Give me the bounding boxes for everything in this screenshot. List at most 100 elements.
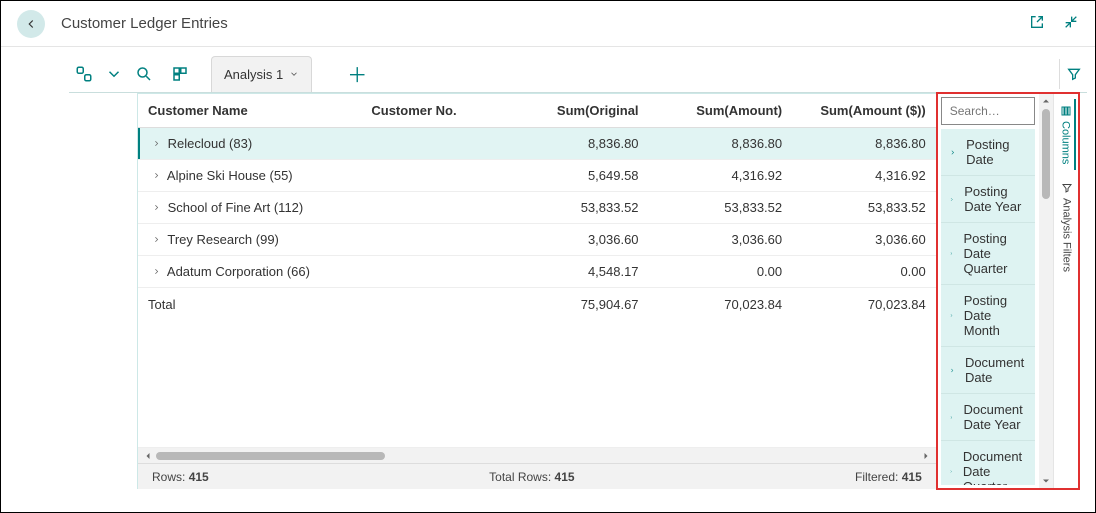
share-icon[interactable] <box>165 59 195 89</box>
v-scroll-thumb[interactable] <box>1042 109 1050 199</box>
field-item[interactable]: Document Date <box>941 347 1035 394</box>
field-label: Document Date <box>965 355 1027 385</box>
chevron-right-icon <box>949 413 954 422</box>
field-item[interactable]: Document Date Year <box>941 394 1035 441</box>
chevron-right-icon <box>949 467 953 476</box>
main-area: Customer Name Customer No. Sum(Original … <box>137 93 1079 489</box>
cell-customer-name: School of Fine Art (112) <box>168 200 304 215</box>
col-sum-amount-usd[interactable]: Sum(Amount ($)) <box>792 94 936 128</box>
scroll-right-icon[interactable] <box>920 450 932 462</box>
columns-panel: Posting Date Posting Date Year Posting Dat… <box>936 93 1079 489</box>
table-row[interactable]: Trey Research (99)3,036.603,036.603,036.… <box>138 224 936 256</box>
field-label: Document Date Year <box>964 402 1027 432</box>
table-row[interactable]: Alpine Ski House (55)5,649.584,316.924,3… <box>138 160 936 192</box>
cell-sum-amount: 0.00 <box>649 256 793 288</box>
cell-sum-amount-usd: 8,836.80 <box>792 128 936 160</box>
field-label: Posting Date <box>966 137 1027 167</box>
total-rows-count: Total Rows: 415 <box>209 470 855 484</box>
cell-customer-name: Adatum Corporation (66) <box>167 264 310 279</box>
collapse-icon[interactable] <box>1063 14 1079 33</box>
cell-customer-no <box>361 192 505 224</box>
total-amount: 70,023.84 <box>649 288 793 322</box>
chevron-right-icon <box>949 195 954 204</box>
cell-customer-no <box>361 224 505 256</box>
table-row[interactable]: Relecloud (83)8,836.808,836.808,836.80 <box>138 128 936 160</box>
add-tab-button[interactable]: ＋ <box>342 59 372 89</box>
cell-sum-amount: 4,316.92 <box>649 160 793 192</box>
expand-row-icon[interactable] <box>148 267 164 276</box>
cell-sum-amount: 53,833.52 <box>649 192 793 224</box>
field-item[interactable]: Posting Date Month <box>941 285 1035 347</box>
field-label: Posting Date Quarter <box>963 231 1027 276</box>
back-button[interactable] <box>17 10 45 38</box>
filtered-count: Filtered: 415 <box>855 470 922 484</box>
cell-sum-original: 8,836.80 <box>505 128 649 160</box>
analysis-tab[interactable]: Analysis 1 <box>211 56 312 92</box>
tab-analysis-filters[interactable]: Analysis Filters <box>1059 176 1075 278</box>
scroll-thumb[interactable] <box>156 452 385 460</box>
chevron-right-icon <box>949 311 954 320</box>
expand-row-icon[interactable] <box>148 203 164 212</box>
cell-customer-name: Relecloud (83) <box>168 136 253 151</box>
cell-customer-name: Alpine Ski House (55) <box>167 168 293 183</box>
vertical-scrollbar[interactable] <box>1039 93 1053 489</box>
cell-sum-original: 5,649.58 <box>505 160 649 192</box>
cell-customer-no <box>361 256 505 288</box>
chevron-right-icon <box>949 148 956 157</box>
horizontal-scrollbar[interactable] <box>138 447 936 463</box>
page-header: Customer Ledger Entries <box>1 1 1095 47</box>
scroll-down-icon[interactable] <box>1040 475 1052 487</box>
data-grid: Customer Name Customer No. Sum(Original … <box>138 94 936 489</box>
scroll-left-icon[interactable] <box>142 450 154 462</box>
chevron-right-icon <box>949 249 954 258</box>
popout-icon[interactable] <box>1029 14 1045 33</box>
table-header-row: Customer Name Customer No. Sum(Original … <box>138 94 936 128</box>
expand-row-icon[interactable] <box>148 235 164 244</box>
cell-customer-no <box>361 128 505 160</box>
total-original: 75,904.67 <box>505 288 649 322</box>
cell-sum-amount-usd: 53,833.52 <box>792 192 936 224</box>
tab-label: Analysis 1 <box>224 67 283 82</box>
status-bar: Rows: 415 Total Rows: 415 Filtered: 415 <box>138 463 936 489</box>
toolbar: Analysis 1 ＋ <box>69 55 1087 93</box>
table-total-row: Total 75,904.67 70,023.84 70,023.84 <box>138 288 936 322</box>
field-label: Document Date Quarter <box>963 449 1027 485</box>
field-item[interactable]: Posting Date Quarter <box>941 223 1035 285</box>
pivot-icon[interactable] <box>69 59 99 89</box>
cell-customer-no <box>361 160 505 192</box>
expand-row-icon[interactable] <box>148 171 164 180</box>
cell-sum-amount: 8,836.80 <box>649 128 793 160</box>
cell-sum-original: 53,833.52 <box>505 192 649 224</box>
cell-sum-original: 3,036.60 <box>505 224 649 256</box>
chevron-right-icon <box>949 366 955 375</box>
field-label: Posting Date Year <box>964 184 1027 214</box>
field-item[interactable]: Posting Date Year <box>941 176 1035 223</box>
chevron-down-icon[interactable] <box>105 59 123 89</box>
search-input[interactable] <box>950 104 1026 118</box>
col-sum-amount[interactable]: Sum(Amount) <box>649 94 793 128</box>
side-tabs: Columns Analysis Filters <box>1053 93 1079 489</box>
col-sum-original[interactable]: Sum(Original <box>505 94 649 128</box>
table: Customer Name Customer No. Sum(Original … <box>138 94 936 321</box>
field-label: Posting Date Month <box>964 293 1027 338</box>
cell-sum-amount-usd: 4,316.92 <box>792 160 936 192</box>
cell-sum-original: 4,548.17 <box>505 256 649 288</box>
field-item[interactable]: Posting Date <box>941 129 1035 176</box>
rows-count: Rows: 415 <box>152 470 209 484</box>
expand-row-icon[interactable] <box>148 139 164 148</box>
field-item[interactable]: Document Date Quarter <box>941 441 1035 485</box>
table-row[interactable]: School of Fine Art (112)53,833.5253,833.… <box>138 192 936 224</box>
field-search-input[interactable] <box>941 97 1035 125</box>
col-customer-no[interactable]: Customer No. <box>361 94 505 128</box>
cell-customer-name: Trey Research (99) <box>167 232 279 247</box>
total-amount-usd: 70,023.84 <box>792 288 936 322</box>
filter-icon[interactable] <box>1059 59 1087 89</box>
cell-sum-amount-usd: 3,036.60 <box>792 224 936 256</box>
tab-columns[interactable]: Columns <box>1058 99 1076 170</box>
cell-sum-amount-usd: 0.00 <box>792 256 936 288</box>
table-row[interactable]: Adatum Corporation (66)4,548.170.000.00 <box>138 256 936 288</box>
col-customer-name[interactable]: Customer Name <box>138 94 361 128</box>
scroll-up-icon[interactable] <box>1040 95 1052 107</box>
total-label: Total <box>138 288 361 322</box>
search-icon[interactable] <box>129 59 159 89</box>
